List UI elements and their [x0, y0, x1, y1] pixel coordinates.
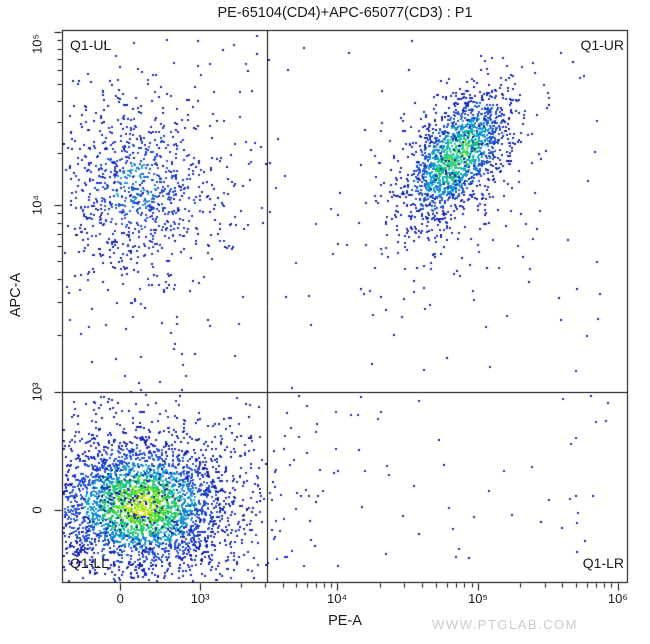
x-tick-label-0: 0 [116, 591, 124, 606]
quadrant-label-ur: Q1-UR [580, 37, 624, 53]
y-tick-label-1e4: 10⁴ [29, 194, 45, 215]
x-tick-label-1e5: 10⁵ [468, 591, 488, 606]
ptglab-watermark: WWW.PTGLAB.COM [432, 617, 578, 632]
x-axis-label: PE-A [328, 613, 362, 629]
y-axis-label: APC-A [8, 272, 24, 318]
x-tick-label-1e4: 10⁴ [327, 591, 348, 606]
y-tick-label-0: 0 [29, 506, 45, 514]
quadrant-label-lr: Q1-LR [582, 555, 624, 571]
x-tick-label-1e3: 10³ [190, 591, 210, 606]
x-tick-label-1e6: 10⁶ [607, 591, 628, 606]
y-tick-label-1e3: 10³ [29, 382, 45, 402]
y-tick-label-1e5: 10⁵ [29, 34, 45, 54]
quadrant-label-ll: Q1-LL [70, 555, 109, 571]
plot-title: PE-65104(CD4)+APC-65077(CD3) : P1 [217, 5, 473, 21]
quadrant-label-ul: Q1-UL [70, 37, 112, 53]
